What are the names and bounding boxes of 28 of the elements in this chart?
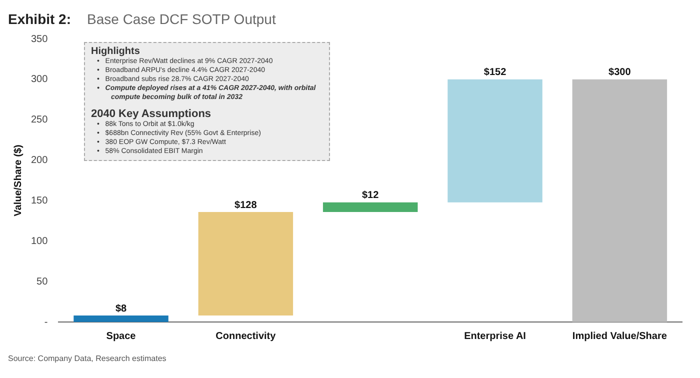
data-label: $12: [362, 190, 380, 202]
annotation: 2040 Key Assumptions: [91, 108, 212, 120]
annotation: Highlights: [91, 46, 141, 57]
bar: [198, 212, 294, 316]
x-tick-label: Connectivity: [216, 330, 276, 342]
chart-title: Exhibit 2:: [8, 11, 72, 27]
bar: [74, 316, 168, 322]
y-tick-label: 150: [30, 195, 48, 206]
data-label: $128: [234, 200, 258, 211]
x-tick-label: Implied Value/Share: [572, 330, 668, 342]
y-tick-label: 250: [30, 114, 48, 126]
data-label: $8: [115, 303, 128, 314]
x-tick-label: Space: [106, 330, 136, 342]
source-note: Source: Company Data, Research estimates: [8, 354, 168, 363]
y-tick-label: 100: [30, 236, 48, 247]
bar: [322, 202, 418, 212]
y-tick-label: 300: [30, 74, 48, 86]
y-axis-title: Value/Share ($): [12, 144, 24, 216]
bar: [572, 79, 668, 322]
chart-subtitle: Base Case DCF SOTP Output: [87, 11, 276, 27]
data-label: $152: [484, 67, 507, 78]
y-tick-label: 200: [30, 155, 48, 166]
data-label: $300: [608, 67, 632, 78]
y-tick-label: 50: [36, 276, 48, 288]
y-tick-label: -: [44, 316, 48, 328]
bar: [448, 79, 542, 202]
y-tick-label: 350: [30, 34, 48, 45]
x-tick-label: Enterprise AI: [464, 330, 526, 342]
